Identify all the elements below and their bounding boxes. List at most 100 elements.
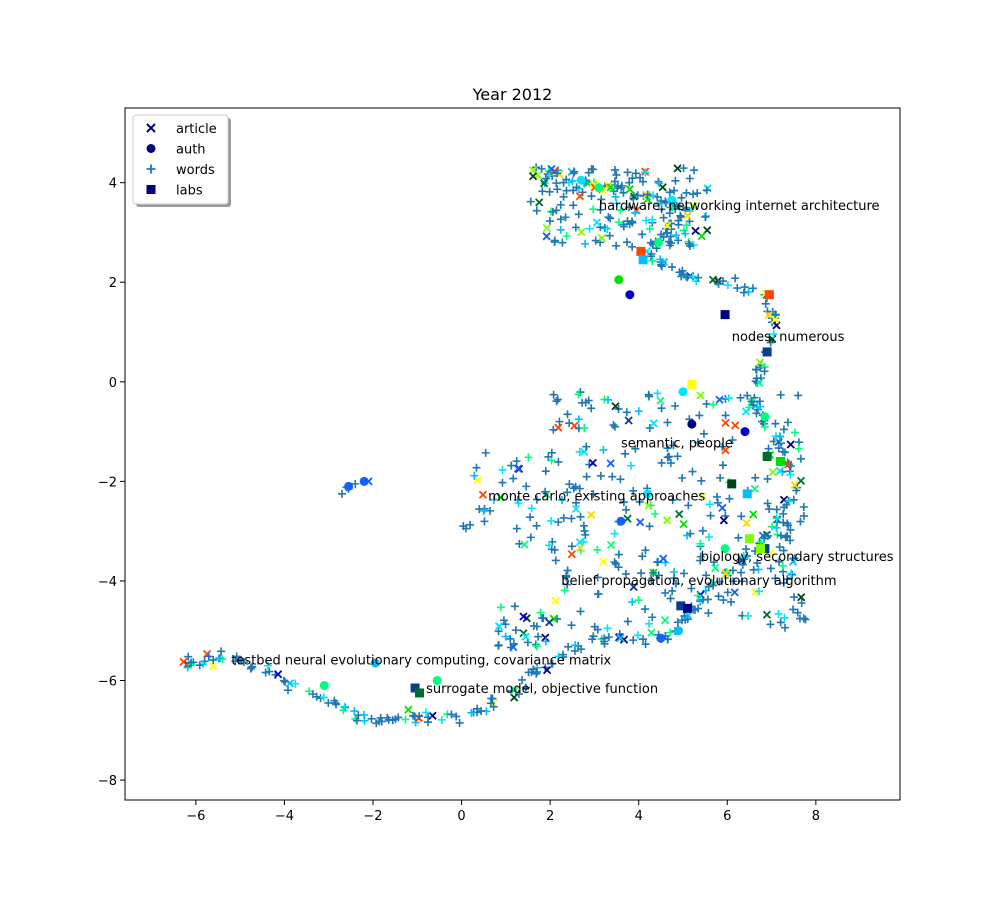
word-point (634, 596, 643, 605)
y-tick-label: 2 (109, 276, 117, 291)
word-point (775, 543, 784, 552)
article-point (496, 493, 505, 502)
word-point (532, 495, 541, 504)
article-point (624, 416, 633, 425)
word-point (723, 281, 732, 290)
word-point (214, 654, 223, 663)
article-point (636, 518, 645, 527)
word-point (673, 452, 682, 461)
word-point (597, 195, 606, 204)
axes-layer: −6 −4 −2 0 2 4 6 8 −8 −6 −4 −2 0 2 4 (98, 177, 820, 824)
legend-marker-auth (146, 144, 156, 153)
auth-point (344, 481, 354, 491)
legend-label: article (176, 122, 217, 137)
word-point (284, 686, 292, 695)
word-point (568, 176, 577, 185)
word-point (596, 471, 605, 480)
article-point (599, 557, 608, 566)
article-point (658, 183, 667, 192)
word-point (467, 708, 476, 717)
word-point (752, 365, 761, 374)
word-point (209, 656, 218, 665)
auth-point (656, 633, 666, 643)
auth-point (678, 387, 688, 397)
article-point (577, 228, 586, 237)
word-point (682, 221, 691, 230)
word-point (584, 168, 593, 177)
article-point (673, 164, 682, 173)
word-point (423, 718, 432, 727)
word-point (605, 231, 614, 240)
word-point (704, 533, 713, 542)
word-point (248, 662, 257, 671)
article-point (656, 396, 665, 405)
word-point (685, 174, 694, 183)
word-point (562, 175, 571, 184)
word-point (558, 238, 567, 247)
word-point (549, 425, 558, 434)
auth-point (594, 183, 604, 193)
word-point (728, 435, 737, 444)
word-point (799, 511, 808, 520)
word-point (733, 284, 742, 293)
article-point (660, 616, 670, 625)
word-point (643, 190, 652, 199)
word-point (783, 418, 792, 427)
word-point (612, 241, 621, 250)
word-point (217, 647, 226, 656)
word-point (614, 550, 623, 559)
word-point (745, 403, 754, 412)
word-point (610, 422, 619, 431)
word-point (786, 536, 795, 545)
word-point (480, 517, 489, 526)
word-point (377, 717, 386, 726)
word-point (569, 201, 578, 210)
word-point (616, 475, 625, 484)
word-point (724, 394, 733, 403)
article-point (691, 226, 700, 236)
word-point (689, 241, 698, 250)
article-point (629, 192, 639, 201)
annotations-layer: hardware, networking internet architectu… (231, 199, 894, 697)
word-point (715, 577, 724, 586)
word-point (571, 223, 580, 232)
word-point (781, 533, 790, 542)
word-point (411, 718, 420, 727)
word-point (340, 702, 349, 711)
word-point (473, 704, 482, 713)
word-point (604, 213, 613, 222)
word-point (486, 699, 495, 708)
article-point (731, 421, 740, 430)
word-point (706, 511, 715, 520)
article-point (718, 503, 727, 513)
word-point (776, 432, 785, 441)
y-tick-label: −8 (98, 774, 117, 789)
y-tick-label: 0 (109, 376, 117, 391)
word-point (780, 448, 789, 457)
word-point (527, 504, 536, 513)
word-point (792, 486, 801, 495)
word-point (676, 211, 685, 220)
x-tick-label: 4 (635, 809, 643, 824)
article-point (520, 540, 529, 549)
word-point (768, 522, 777, 531)
legend-box (132, 114, 229, 205)
word-point (308, 690, 317, 699)
word-point (437, 715, 446, 724)
word-point (496, 603, 505, 612)
word-point (604, 633, 613, 642)
word-point (512, 457, 521, 466)
auth-point (643, 489, 653, 499)
word-point (603, 624, 612, 633)
word-point (552, 169, 561, 178)
word-point (472, 463, 481, 472)
lab-point (638, 255, 648, 265)
word-point (541, 467, 550, 476)
word-point (677, 193, 686, 202)
word-point (567, 542, 576, 551)
word-point (291, 679, 300, 688)
word-point (779, 425, 788, 434)
article-point (770, 315, 780, 324)
word-point (494, 640, 503, 649)
article-point (755, 358, 765, 367)
